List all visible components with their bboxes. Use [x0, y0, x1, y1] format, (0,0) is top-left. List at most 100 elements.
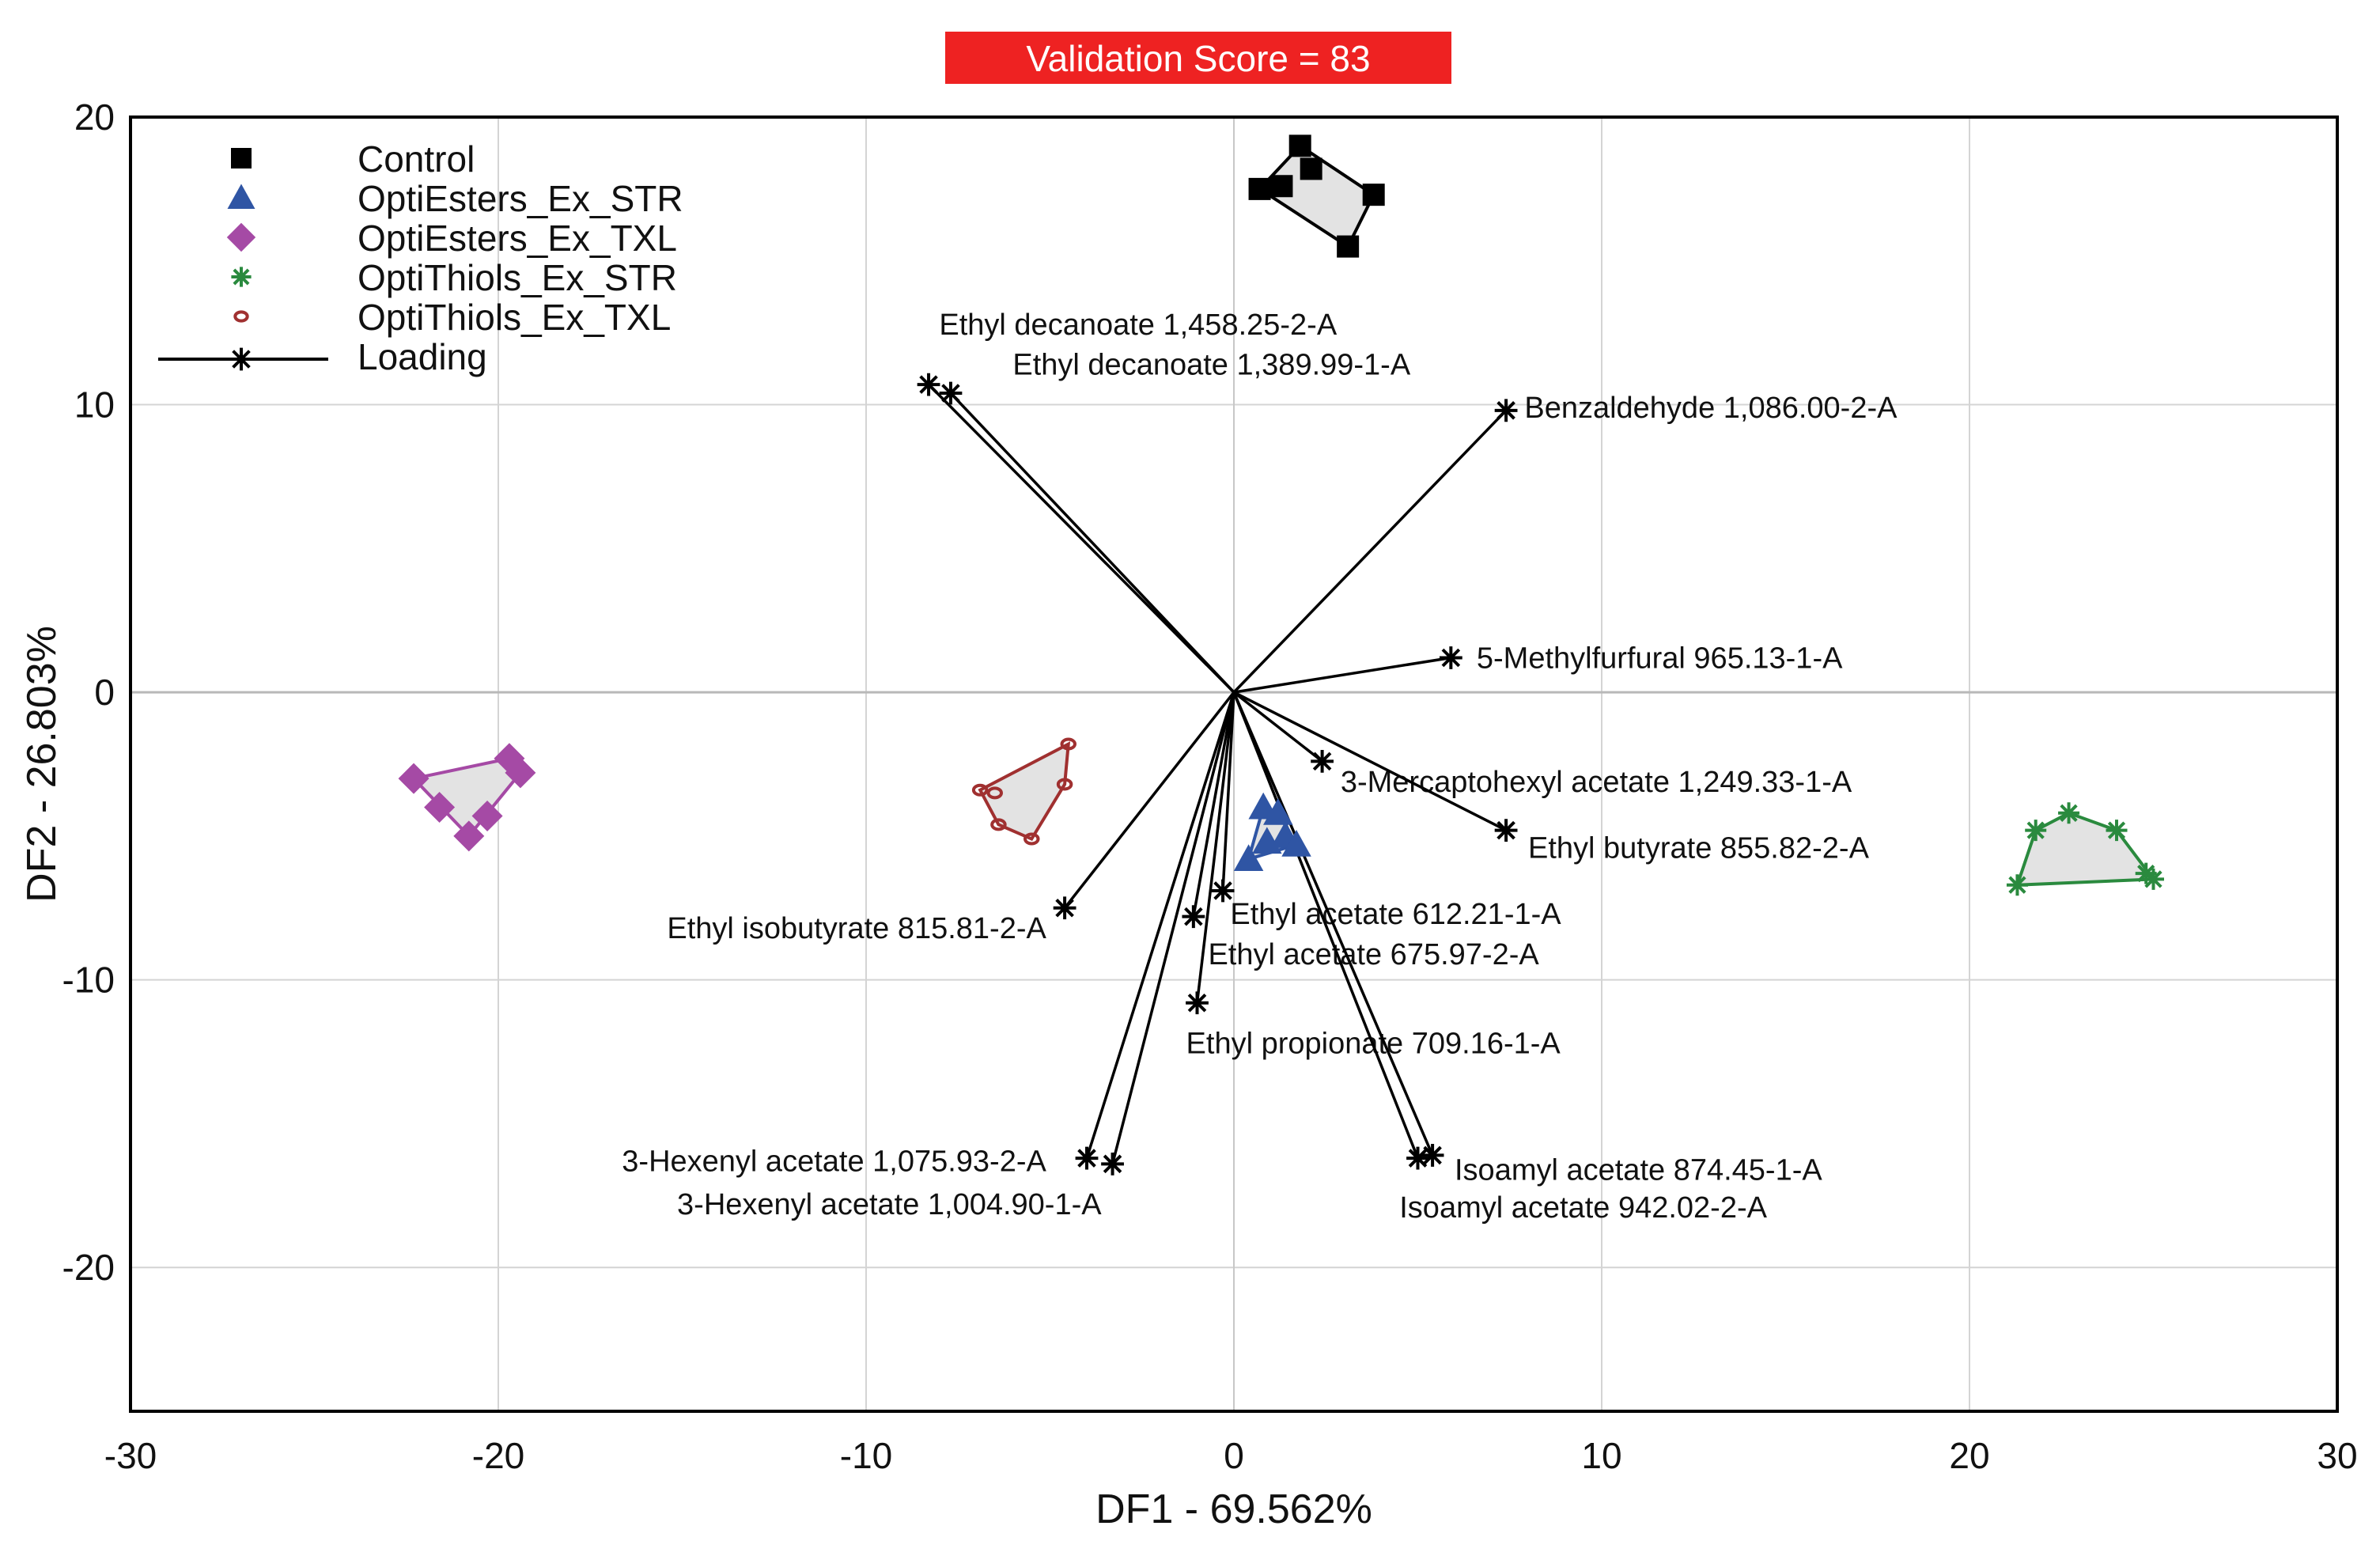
- loading-vector: [1111, 691, 1235, 1164]
- loading-end-marker: [1439, 646, 1462, 669]
- legend-item: OptiThiols_Ex_TXL: [233, 297, 671, 338]
- point-optiesters-ex-txl: [453, 820, 485, 852]
- legend-label: OptiThiols_Ex_TXL: [358, 297, 671, 338]
- loadings: Ethyl decanoate 1,458.25-2-A Ethyl decano…: [622, 309, 1898, 1225]
- y-axis-title: DF2 - 26.803%: [19, 626, 65, 903]
- legend-marker: [229, 347, 253, 371]
- point-optiesters-ex-txl: [471, 800, 503, 831]
- y-ticks: 20 10 0 -10 -20: [62, 97, 115, 1288]
- loading-vector: [1233, 656, 1451, 694]
- point-optithiols-ex-txl: [1060, 737, 1076, 751]
- legend-label: OptiEsters_Ex_TXL: [358, 218, 677, 259]
- legend-label: OptiThiols_Ex_STR: [358, 257, 677, 298]
- x-tick-label: 0: [1224, 1435, 1244, 1476]
- point-optithiols-ex-txl: [986, 786, 1003, 800]
- loading-vector: [1192, 691, 1235, 917]
- loading-label: Isoamyl acetate 942.02-2-A: [1399, 1191, 1767, 1225]
- loading-label: Benzaldehyde 1,086.00-2-A: [1524, 392, 1898, 425]
- loading-label: 3-Hexenyl acetate 1,004.90-1-A: [677, 1188, 1102, 1221]
- x-tick-label: 10: [1581, 1435, 1621, 1476]
- x-tick-label: -20: [472, 1435, 524, 1476]
- point-optithiols-ex-str: [2143, 868, 2164, 890]
- loading-vector: [1195, 691, 1235, 1003]
- y-tick-label: -10: [62, 960, 115, 1001]
- legend-item: Loading: [158, 336, 487, 377]
- group-points: [398, 134, 2164, 896]
- loading-end-marker: [1182, 905, 1205, 929]
- hull-optithiols-ex-txl: [978, 741, 1071, 842]
- point-control: [1337, 235, 1360, 258]
- x-tick-label: 20: [1949, 1435, 1989, 1476]
- point-control: [1288, 134, 1311, 157]
- loading-label: Ethyl decanoate 1,389.99-1-A: [1012, 349, 1410, 382]
- point-control: [1362, 184, 1385, 206]
- legend-item: OptiEsters_Ex_TXL: [226, 218, 677, 259]
- legend-item: OptiThiols_Ex_STR: [231, 257, 677, 298]
- loading-end-marker: [1075, 1146, 1099, 1170]
- loading-label: Ethyl decanoate 1,458.25-2-A: [939, 309, 1337, 342]
- loading-vector: [927, 383, 1235, 694]
- x-tick-label: -10: [840, 1435, 892, 1476]
- loading-end-marker: [939, 381, 963, 405]
- legend-marker: [231, 148, 252, 168]
- point-optiesters-ex-txl: [424, 792, 456, 824]
- loading-end-marker: [917, 373, 940, 396]
- loading-label: 3-Hexenyl acetate 1,075.93-2-A: [622, 1145, 1046, 1179]
- loading-vector: [1232, 691, 1434, 1157]
- loading-end-marker: [1311, 749, 1334, 773]
- loading-label: Ethyl isobutyrate 815.81-2-A: [667, 912, 1046, 945]
- point-optithiols-ex-txl: [971, 783, 989, 797]
- loading-label: 3-Mercaptohexyl acetate 1,249.33-1-A: [1341, 766, 1852, 799]
- legend-label: OptiEsters_Ex_STR: [358, 178, 683, 219]
- y-tick-label: -20: [62, 1247, 115, 1288]
- point-optithiols-ex-txl: [1056, 778, 1073, 791]
- x-tick-label: -30: [104, 1435, 157, 1476]
- point-control: [1300, 157, 1322, 180]
- point-optiesters-ex-str: [1233, 844, 1264, 871]
- loading-vector: [1232, 691, 1420, 1159]
- loading-vector: [1232, 409, 1508, 694]
- loading-end-marker: [1406, 1146, 1429, 1170]
- point-optithiols-ex-txl: [1024, 832, 1040, 846]
- legend-label: Loading: [358, 336, 487, 377]
- point-optithiols-ex-str: [2106, 820, 2128, 842]
- point-control: [1270, 175, 1293, 198]
- point-optiesters-ex-str: [1252, 827, 1282, 854]
- point-optithiols-ex-str: [2025, 820, 2047, 842]
- loading-end-marker: [1421, 1144, 1444, 1167]
- validation-badge: Validation Score = 83: [945, 32, 1451, 84]
- point-optiesters-ex-txl: [398, 763, 429, 794]
- legend-marker: [226, 222, 256, 252]
- y-tick-label: 10: [74, 384, 115, 426]
- validation-badge-bg: [945, 32, 1451, 84]
- loading-vector: [1085, 691, 1235, 1159]
- legend-marker: [233, 310, 249, 323]
- x-axis-title: DF1 - 69.562%: [1095, 1486, 1372, 1532]
- loading-label: Ethyl butyrate 855.82-2-A: [1528, 831, 1870, 865]
- loading-vector: [1232, 691, 1323, 763]
- point-optithiols-ex-txl: [990, 818, 1007, 831]
- loading-end-marker: [1494, 819, 1518, 842]
- y-tick-label: 20: [74, 97, 115, 138]
- loading-end-marker: [1494, 399, 1518, 422]
- x-tick-label: 30: [2317, 1435, 2357, 1476]
- legend-item: OptiEsters_Ex_STR: [227, 178, 683, 219]
- legend-item: Control: [231, 138, 475, 180]
- plot-frame: [129, 115, 2339, 1413]
- loading-vector: [1063, 691, 1235, 909]
- loading-label: Isoamyl acetate 874.45-1-A: [1455, 1154, 1822, 1187]
- hull-optithiols-ex-str: [2015, 811, 2157, 887]
- loading-label: 5-Methylfurfural 965.13-1-A: [1477, 642, 1843, 675]
- validation-badge-text: Validation Score = 83: [1026, 38, 1370, 79]
- loading-end-marker: [1053, 896, 1076, 920]
- loading-vector: [949, 392, 1235, 694]
- y-tick-label: 0: [94, 672, 115, 713]
- legend-marker: [231, 267, 252, 287]
- point-optithiols-ex-str: [2006, 874, 2028, 896]
- loading-end-marker: [1211, 879, 1235, 903]
- loading-vector: [1233, 691, 1507, 832]
- point-control: [1248, 177, 1271, 200]
- legend: ControlOptiEsters_Ex_STROptiEsters_Ex_TX…: [158, 138, 683, 377]
- point-optithiols-ex-str: [2058, 802, 2080, 824]
